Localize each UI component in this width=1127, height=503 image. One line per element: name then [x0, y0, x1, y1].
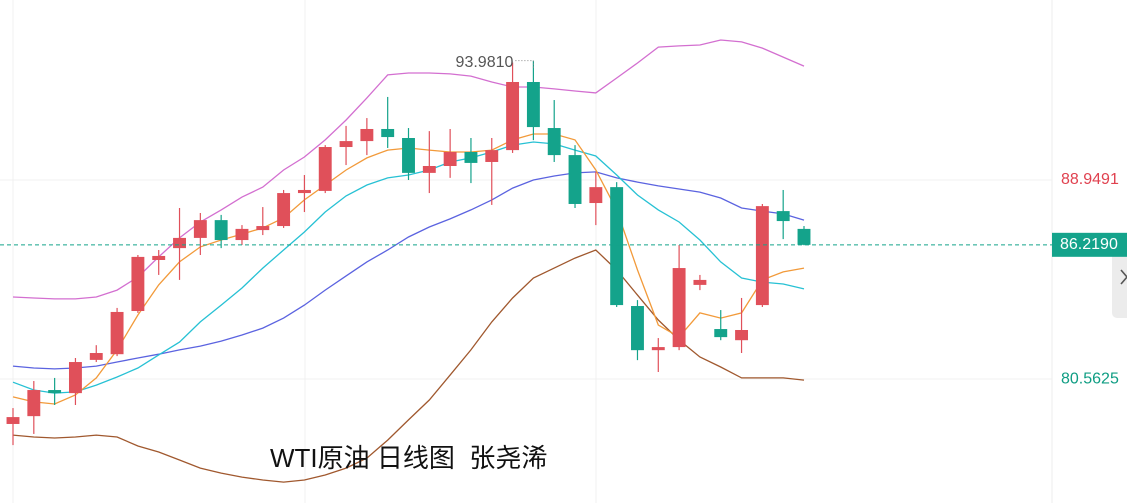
- candle-body: [526, 81, 540, 128]
- candle-body: [193, 220, 207, 238]
- candle-body: [68, 362, 82, 394]
- high-marker-label: 93.9810: [456, 54, 514, 71]
- candle-body: [402, 138, 415, 173]
- candle-body: [672, 268, 686, 348]
- candle-body: [714, 329, 728, 338]
- candle-body: [235, 228, 249, 241]
- candle-body: [152, 255, 166, 260]
- candle-body: [610, 187, 624, 306]
- chart-title: WTI原油 日线图 张尧浠: [270, 443, 547, 473]
- candle-body: [381, 128, 395, 138]
- candle-body: [277, 193, 291, 227]
- candle-body: [797, 228, 811, 245]
- candle-body: [506, 81, 520, 151]
- candle-body: [360, 128, 374, 142]
- candle-body: [6, 417, 20, 424]
- candle-body: [318, 147, 332, 191]
- y-tick-label: 88.9491: [1061, 171, 1119, 188]
- y-tick-label: 80.5625: [1061, 370, 1119, 387]
- candle-body: [89, 353, 103, 360]
- candle-body: [214, 220, 228, 241]
- candle-body: [547, 128, 561, 156]
- scroll-button[interactable]: [1112, 250, 1127, 318]
- candle-body: [131, 256, 145, 312]
- candle-body: [339, 141, 353, 148]
- candle-body: [735, 329, 749, 341]
- candle-body: [755, 206, 769, 306]
- candle-body: [776, 211, 790, 222]
- candle-body: [589, 187, 603, 204]
- candle-body: [422, 166, 436, 173]
- candle-body: [173, 237, 186, 249]
- scroll-button-bg[interactable]: [1112, 250, 1127, 318]
- candle-body: [485, 150, 499, 162]
- candle-body: [256, 226, 270, 231]
- candle-body: [48, 390, 62, 394]
- indicator-line: [12, 39, 805, 300]
- candle-body: [651, 347, 665, 351]
- candle-body: [443, 152, 457, 167]
- candle-body: [464, 152, 478, 163]
- indicator-line: [12, 171, 805, 370]
- scroll-arrow[interactable]: [1120, 269, 1127, 285]
- last-price-box: [1052, 232, 1127, 257]
- candle-body: [693, 279, 707, 285]
- candle-body: [110, 311, 124, 355]
- candle-body: [568, 155, 582, 204]
- candle-body: [297, 189, 311, 194]
- candle-body: [631, 306, 644, 351]
- plot: [0, 39, 1052, 483]
- vertical-grid: [12, 0, 597, 503]
- last-price-label: 86.2190: [1060, 236, 1118, 253]
- candle-body: [27, 390, 41, 417]
